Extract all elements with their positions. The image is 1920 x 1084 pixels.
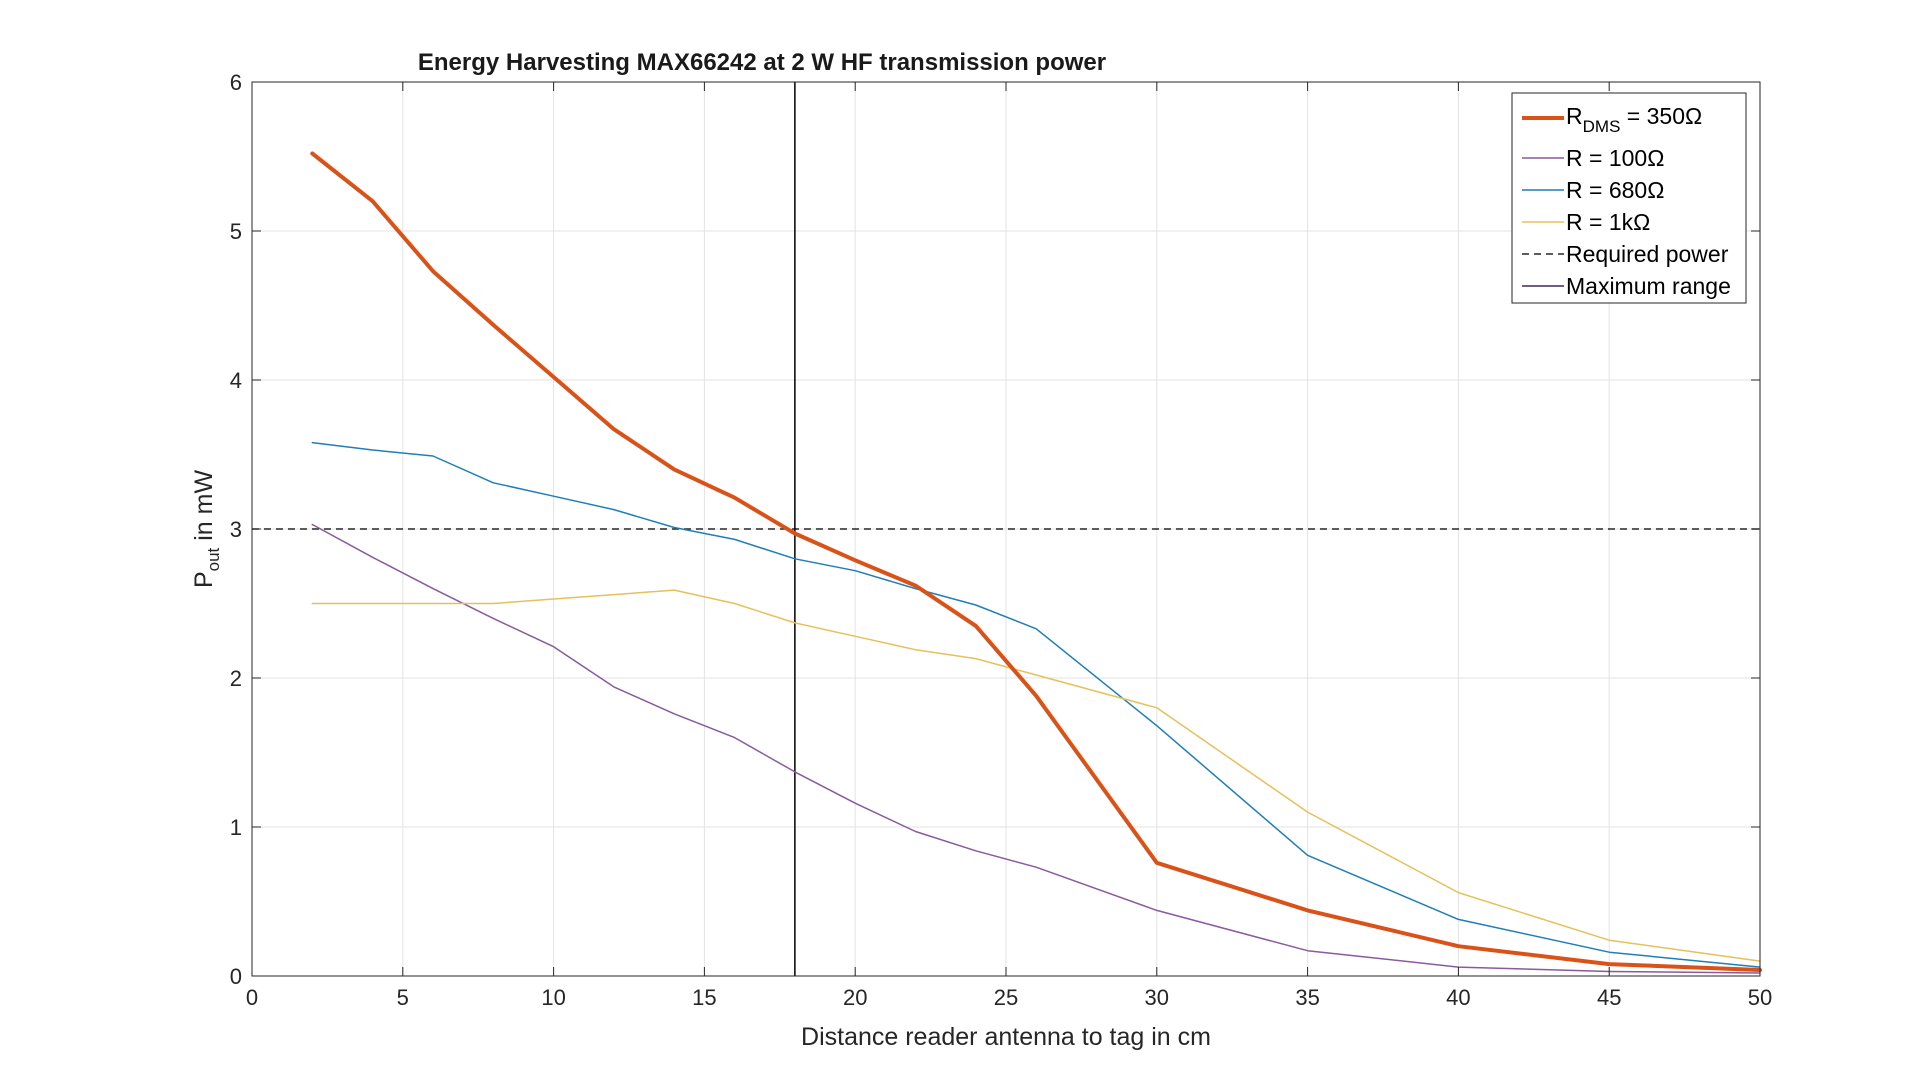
x-tick-label: 15 <box>692 985 716 1010</box>
y-tick-label: 1 <box>230 815 242 840</box>
x-tick-label: 35 <box>1295 985 1319 1010</box>
x-tick-label: 0 <box>246 985 258 1010</box>
legend: RDMS = 350Ω R = 100Ω R = 680Ω R = 1kΩ Re… <box>1511 92 1747 304</box>
y-axis-label-rest: in mW <box>190 470 218 548</box>
y-tick-label: 0 <box>230 964 242 989</box>
legend-box <box>1511 92 1747 304</box>
x-axis-label: Distance reader antenna to tag in cm <box>801 1023 1211 1051</box>
x-tick-label: 5 <box>397 985 409 1010</box>
chart-title: Energy Harvesting MAX66242 at 2 W HF tra… <box>418 49 1106 76</box>
series-line-r-1k <box>311 589 1761 962</box>
legend-label-r-1k: R = 1kΩ <box>1566 209 1650 235</box>
x-tick-label: 50 <box>1748 985 1772 1010</box>
legend-label-r-dms-main: R <box>1566 103 1583 129</box>
x-tick-label: 45 <box>1597 985 1621 1010</box>
legend-label-r-dms-rest: = 350Ω <box>1620 103 1702 129</box>
reference-lines <box>252 82 1760 976</box>
series-line-r-dms <box>310 151 1762 972</box>
y-tick-label: 4 <box>230 368 242 393</box>
series-layer <box>310 151 1762 974</box>
y-tick-label: 3 <box>230 517 242 542</box>
legend-label-r-dms: RDMS = 350Ω <box>1566 103 1702 136</box>
y-tick-label: 2 <box>230 666 242 691</box>
x-tick-label: 10 <box>541 985 565 1010</box>
y-tick-label: 5 <box>230 219 242 244</box>
x-tick-label: 40 <box>1446 985 1470 1010</box>
legend-label-maximum-range: Maximum range <box>1566 273 1731 299</box>
legend-label-r-680: R = 680Ω <box>1566 177 1664 203</box>
x-tick-label: 30 <box>1145 985 1169 1010</box>
y-tick-label: 6 <box>230 70 242 95</box>
ticks <box>251 81 1761 977</box>
y-axis-label: Pout in mW <box>190 470 223 589</box>
legend-label-r-100: R = 100Ω <box>1566 145 1664 171</box>
legend-label-r-dms-sub: DMS <box>1583 117 1621 136</box>
legend-label-required-power: Required power <box>1566 241 1729 267</box>
x-tick-label: 25 <box>994 985 1018 1010</box>
series-line-r-680 <box>311 441 1761 968</box>
series-line-r-100 <box>311 523 1761 974</box>
x-tick-label: 20 <box>843 985 867 1010</box>
y-axis-label-sub: out <box>204 547 223 571</box>
y-axis-label-main: P <box>190 571 218 588</box>
